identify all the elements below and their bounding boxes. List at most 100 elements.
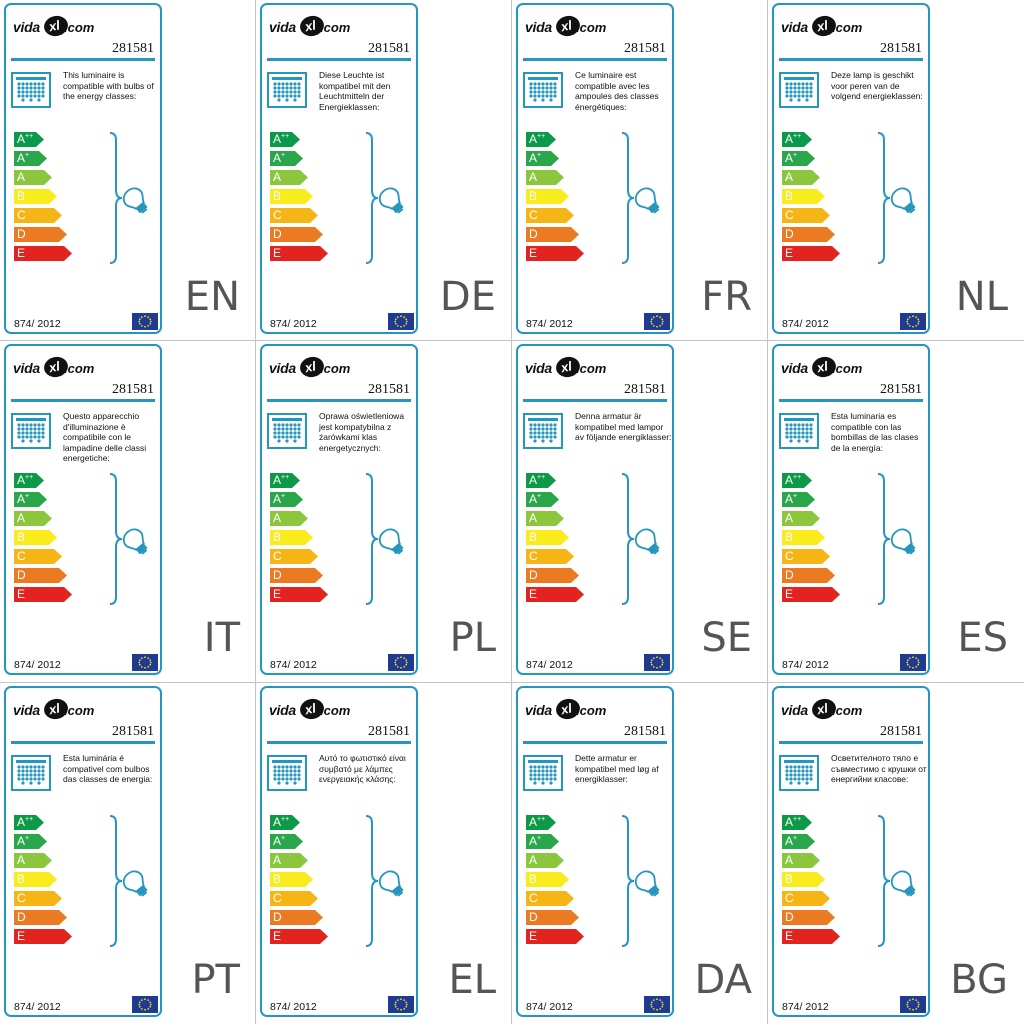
energy-class-letter: A (273, 853, 282, 867)
language-code: SE (701, 615, 752, 661)
energy-class-scale: A++ A+ A B C D E (526, 132, 596, 272)
logo-text-xl: xl (559, 17, 574, 35)
energy-class-letter: B (529, 189, 538, 203)
energy-class-letter: B (785, 872, 794, 886)
compatibility-text: This luminaire is compatible with bulbs … (63, 70, 154, 102)
energy-label-cell: vida xl .com 281581 (512, 0, 768, 341)
energy-class-arrow: A+ (526, 834, 559, 849)
compatibility-text: Осветителното тяло е съвместимо с крушки… (831, 753, 927, 785)
energy-class-arrow: A++ (270, 473, 300, 488)
bracket-icon (365, 132, 379, 264)
energy-class-arrow: A++ (782, 473, 812, 488)
energy-class-letter: A (529, 132, 538, 146)
vidaxl-logo: vida xl .com (269, 696, 369, 722)
logo-text-com: .com (320, 20, 351, 35)
energy-class-arrow: A (782, 511, 820, 526)
compatibility-text: Ce luminaire est compatible avec les amp… (575, 70, 659, 112)
energy-label-card: vida xl .com 281581 (4, 344, 162, 675)
energy-class-letter: A (273, 132, 282, 146)
energy-class-arrow: C (526, 891, 574, 906)
energy-class-letter: E (273, 246, 282, 260)
language-code: IT (203, 615, 240, 661)
bracket-icon (621, 132, 635, 264)
energy-class-letter: A (529, 170, 538, 184)
logo-text-vida: vida (13, 702, 40, 718)
energy-class-plus: ++ (281, 816, 290, 823)
energy-class-plus: + (25, 835, 30, 842)
energy-class-arrow: A++ (526, 815, 556, 830)
energy-class-letter: D (17, 910, 26, 924)
energy-class-arrow: A (782, 853, 820, 868)
energy-label-cell: vida xl .com 281581 (768, 683, 1024, 1024)
energy-class-letter: A (529, 492, 538, 506)
energy-class-letter: E (273, 587, 282, 601)
energy-class-arrow: A (526, 170, 564, 185)
language-code: EL (448, 957, 496, 1003)
bracket-icon (109, 473, 123, 605)
energy-class-letter: A (273, 815, 282, 829)
eu-flag-icon (132, 996, 158, 1013)
energy-class-arrow: E (526, 246, 584, 261)
chandelier-icon (267, 72, 307, 108)
header-rule (779, 399, 923, 402)
energy-class-arrow: A+ (782, 492, 815, 507)
light-bulb-icon (377, 185, 407, 217)
chandelier-icon (779, 72, 819, 108)
energy-label-card: vida xl .com 281581 (516, 344, 674, 675)
energy-class-scale: A++ A+ A B C D E (782, 473, 852, 613)
energy-class-arrow: A+ (782, 834, 815, 849)
energy-class-arrow: A+ (270, 151, 303, 166)
product-code: 281581 (880, 382, 922, 397)
product-code: 281581 (624, 41, 666, 56)
energy-class-arrow: A+ (14, 492, 47, 507)
chandelier-icon (11, 413, 51, 449)
energy-class-arrow: B (14, 189, 57, 204)
product-code: 281581 (368, 41, 410, 56)
eu-flag-icon (132, 313, 158, 330)
logo-text-vida: vida (269, 360, 296, 376)
energy-class-letter: C (529, 549, 538, 563)
energy-class-letter: A (529, 511, 538, 525)
energy-class-letter: C (17, 549, 26, 563)
energy-class-plus: + (25, 152, 30, 159)
energy-class-arrow: A++ (782, 815, 812, 830)
energy-class-arrow: A+ (782, 151, 815, 166)
energy-label-card: vida xl .com 281581 (772, 344, 930, 675)
chandelier-icon (523, 72, 563, 108)
energy-class-arrow: A++ (782, 132, 812, 147)
logo-text-vida: vida (525, 360, 552, 376)
energy-class-letter: E (529, 929, 538, 943)
energy-class-letter: E (17, 587, 26, 601)
energy-label-cell: vida xl .com 281581 (0, 683, 256, 1024)
header-rule (523, 741, 667, 744)
energy-class-arrow: B (782, 530, 825, 545)
energy-class-letter: A (273, 834, 282, 848)
header-rule (267, 741, 411, 744)
energy-class-letter: A (17, 170, 26, 184)
language-code: PL (449, 615, 496, 661)
energy-class-letter: B (273, 189, 282, 203)
language-code: BG (950, 957, 1008, 1003)
eu-flag-icon (132, 654, 158, 671)
energy-class-letter: D (17, 227, 26, 241)
regulation-number: 874/ 2012 (14, 659, 61, 671)
compatibility-text: Denna armatur är kompatibel med lampor a… (575, 411, 672, 443)
energy-class-arrow: B (270, 530, 313, 545)
energy-class-letter: A (529, 815, 538, 829)
energy-class-plus: ++ (537, 133, 546, 140)
chandelier-icon (267, 413, 307, 449)
energy-class-arrow: E (526, 929, 584, 944)
regulation-number: 874/ 2012 (526, 659, 573, 671)
energy-class-letter: D (17, 568, 26, 582)
energy-class-arrow: E (526, 587, 584, 602)
language-code: DE (439, 274, 496, 320)
light-bulb-icon (121, 868, 151, 900)
regulation-number: 874/ 2012 (782, 659, 829, 671)
energy-label-cell: vida xl .com 281581 (768, 0, 1024, 341)
energy-class-letter: A (785, 473, 794, 487)
energy-class-letter: C (273, 208, 282, 222)
energy-label-card: vida xl .com 281581 (260, 344, 418, 675)
logo-text-xl: xl (47, 700, 62, 718)
energy-class-plus: + (793, 152, 798, 159)
